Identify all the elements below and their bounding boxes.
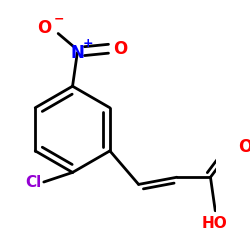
Text: N: N [70,44,84,62]
Text: Cl: Cl [25,174,42,190]
Text: HO: HO [201,216,227,230]
Text: −: − [54,13,64,26]
Text: +: + [83,36,94,50]
Text: O: O [37,18,51,36]
Text: O: O [238,138,250,156]
Text: O: O [113,40,128,58]
